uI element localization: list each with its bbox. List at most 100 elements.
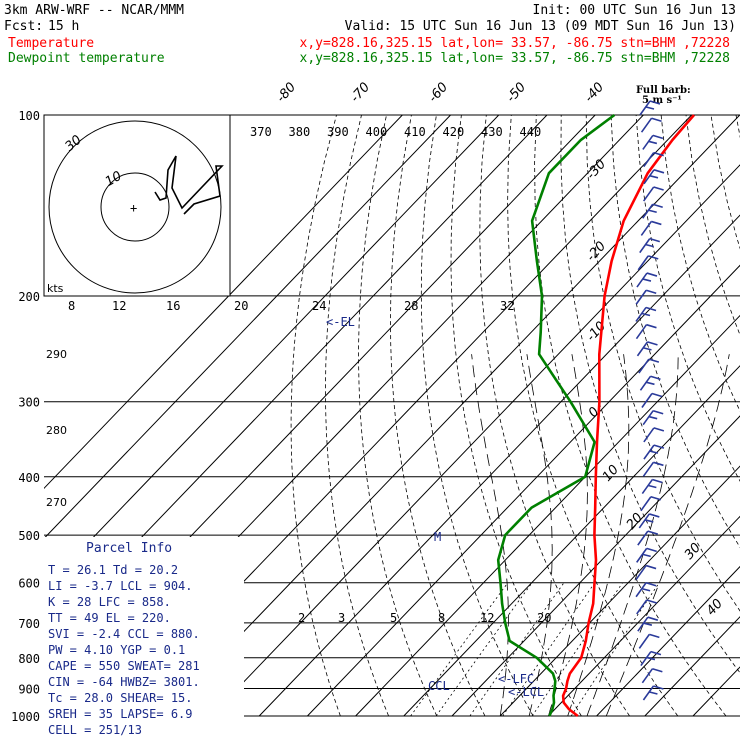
- parcel-info-row: SREH = 35 LAPSE= 6.9: [48, 707, 193, 721]
- dewpoint-location: x,y=828.16,325.15 lat,lon= 33.57, -86.75…: [300, 51, 730, 66]
- pressure-label: 400: [18, 471, 40, 485]
- pressure-label: 200: [18, 290, 40, 304]
- wind-barb: [642, 409, 664, 426]
- dry-adiabat-line: [560, 115, 740, 674]
- pressure-label: 100: [18, 109, 40, 123]
- forecast-label: Fcst:: [4, 19, 43, 34]
- wind-barb: [640, 650, 662, 667]
- wind-barb: [643, 444, 665, 460]
- parcel-info-row: LI = -3.7 LCL = 904.: [48, 579, 193, 593]
- hodograph-ring-30: [48, 120, 222, 294]
- hodograph-ring-label-inner: 10: [103, 169, 125, 190]
- mixing-ratio-line: [570, 582, 660, 717]
- parcel-info-title: Parcel Info: [86, 541, 172, 556]
- wind-barb: [642, 186, 664, 202]
- full-barb-units: 5 m s⁻¹: [642, 95, 682, 106]
- isotherm-line: [451, 415, 740, 717]
- dry-adiabat-line: [735, 115, 740, 139]
- lfc-label: <-LFC: [498, 672, 534, 686]
- parcel-info-row: K = 28 LFC = 858.: [48, 595, 171, 609]
- pressure-label: 300: [18, 396, 40, 410]
- parcel-info-box: [44, 537, 244, 733]
- valid-time: Valid: 15 UTC Sun 16 Jun 13 (09 MDT Sun …: [345, 19, 736, 34]
- parcel-info-row: CELL = 251/13: [48, 723, 142, 737]
- dry-adiabat-line: [358, 115, 438, 717]
- wind-barb: [639, 100, 661, 116]
- wind-barb: [635, 323, 657, 340]
- isotherm-label: -60: [426, 80, 451, 106]
- wind-barb: [639, 375, 661, 391]
- dry-adiabat-line: [610, 115, 740, 549]
- mixing-ratio-line: [410, 582, 509, 717]
- theta-label: 440: [520, 125, 542, 139]
- isotherm-line: [162, 115, 740, 717]
- pressure-label: 1000: [11, 710, 40, 724]
- full-barb-label: Full barb:: [636, 85, 691, 96]
- dry-adiabat-line: [479, 115, 630, 717]
- wind-barb: [635, 581, 657, 598]
- wind-barbs: [635, 100, 665, 701]
- mixing-ratio-label: 12: [480, 611, 494, 625]
- theta-label: 390: [327, 125, 349, 139]
- wind-barb: [641, 668, 663, 684]
- wind-barb: [636, 341, 658, 357]
- forecast-hour: 15 h: [48, 19, 79, 34]
- dewpoint-line: [496, 113, 616, 717]
- el-label: <-EL: [326, 315, 355, 329]
- wind-barb: [642, 203, 663, 219]
- isotherm-label: -30: [584, 157, 609, 183]
- wind-barb: [638, 513, 660, 529]
- hodograph-speed-label: 32: [500, 299, 514, 313]
- wind-barb: [640, 117, 662, 133]
- wind-barb: [640, 220, 662, 236]
- pressure-label: 900: [18, 683, 40, 697]
- isotherm-line: [692, 666, 740, 717]
- annotations: <-EL <-LFC <-LCL CCL M: [326, 315, 544, 699]
- theta-label: 430: [481, 125, 503, 139]
- theta-label: 400: [366, 125, 388, 139]
- wind-barb: [642, 685, 664, 701]
- grid-labels: 100 200 300 400 500 600 700 800 900 1000 -80 -70 -60…: [11, 80, 726, 733]
- isotherm-line: [596, 565, 740, 717]
- isotherm-line: [548, 515, 740, 717]
- mixing-ratio-label: 2: [298, 611, 305, 625]
- wind-barb: [642, 134, 664, 150]
- hodograph-units: kts: [47, 282, 64, 295]
- isotherm-label: -40: [582, 80, 607, 106]
- isotherm-label: -10: [584, 319, 609, 345]
- wind-barb: [635, 564, 657, 581]
- isotherm-label: 30: [682, 540, 704, 562]
- side-theta-label: 270: [46, 496, 67, 509]
- hodograph-center: +: [130, 201, 137, 215]
- ccl-label: CCL: [428, 679, 450, 693]
- wind-barb: [638, 633, 660, 649]
- init-time: Init: 00 UTC Sun 16 Jun 13: [533, 3, 737, 18]
- isotherm-label: -20: [584, 239, 609, 265]
- wind-barb: [635, 289, 657, 305]
- dry-adiabat-line: [390, 115, 486, 717]
- model-title: 3km ARW-WRF -- NCAR/MMM: [4, 3, 184, 18]
- lcl-label: <-LCL: [508, 685, 544, 699]
- mixing-ratio-label: 8: [438, 611, 445, 625]
- wind-barb: [639, 237, 660, 254]
- hodograph-trace: [154, 155, 224, 215]
- dry-adiabat-line: [660, 115, 740, 412]
- wind-barb: [643, 151, 664, 168]
- mixing-ratio-label: 3: [338, 611, 345, 625]
- isotherm-line: [403, 365, 740, 717]
- pressure-label: 600: [18, 577, 40, 591]
- hodograph-speed-label: 20: [234, 299, 248, 313]
- isotherm-line: [499, 465, 740, 717]
- parcel-info: Parcel Info T = 26.1 Td = 20.2 LI = -3.7 …: [48, 541, 200, 737]
- isotherm-line: [44, 115, 500, 590]
- wind-barb: [643, 427, 665, 443]
- parcel-info-row: PW = 4.10 YGP = 0.1: [48, 643, 185, 657]
- dry-adiabat-line: [420, 115, 534, 717]
- hodograph-speed-label: 8: [68, 299, 75, 313]
- parcel-info-row: TT = 49 EL = 220.: [48, 611, 171, 625]
- isotherm-label: 10: [600, 462, 622, 484]
- wind-barb: [636, 599, 657, 615]
- parcel-info-row: CIN = -64 HWBZ= 3801.: [48, 675, 200, 689]
